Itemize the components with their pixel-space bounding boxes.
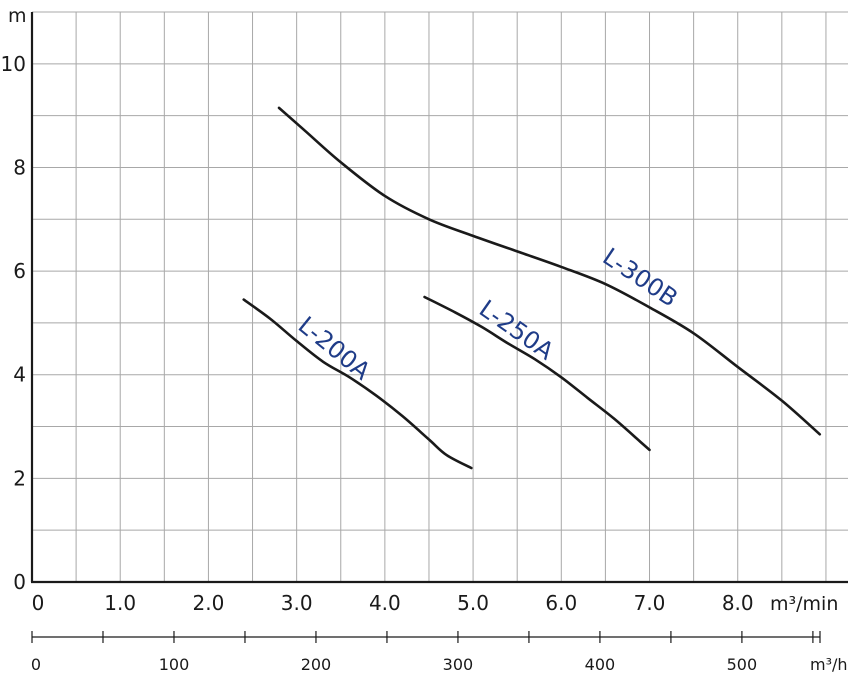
x-tick-label: 8.0: [722, 591, 754, 615]
tick-labels: 0 2 4 6 8 10 0 1.0 2.0 3.0 4.0 5.0 6.0 7.0 8.0: [1, 52, 754, 615]
y-tick-label: 0: [13, 570, 26, 594]
secondary-axis-unit: m³/h: [810, 655, 848, 674]
x-tick-label: 7.0: [634, 591, 666, 615]
pump-curves: [242, 106, 822, 470]
secondary-tick-label: 400: [585, 655, 616, 674]
x-tick-label: 0: [32, 591, 45, 615]
secondary-tick-label: 300: [443, 655, 474, 674]
x-tick-label: 6.0: [545, 591, 577, 615]
axes: [30, 12, 848, 584]
y-tick-label: 10: [1, 52, 26, 76]
y-tick-label: 2: [13, 466, 26, 490]
secondary-tick-label: 100: [159, 655, 190, 674]
x-tick-label: 4.0: [369, 591, 401, 615]
x-axis-unit: m³/min: [770, 593, 838, 615]
y-tick-label: 6: [13, 259, 26, 283]
secondary-tick-label: 500: [727, 655, 758, 674]
secondary-tick-label: 200: [301, 655, 332, 674]
x-tick-label: 3.0: [281, 591, 313, 615]
curve-l-300b: [277, 106, 822, 436]
secondary-tick-label: 0: [31, 655, 41, 674]
x-tick-label: 1.0: [104, 591, 136, 615]
y-axis-unit: m: [8, 5, 27, 27]
secondary-axis: 0 100 200 300 400 500: [31, 631, 821, 674]
y-tick-label: 4: [13, 363, 26, 387]
grid-lines: [32, 11, 848, 582]
y-tick-label: 8: [13, 155, 26, 179]
curve-l-200a: [242, 298, 473, 470]
curve-l-250a: [423, 295, 651, 452]
x-tick-label: 2.0: [193, 591, 225, 615]
x-tick-label: 5.0: [457, 591, 489, 615]
